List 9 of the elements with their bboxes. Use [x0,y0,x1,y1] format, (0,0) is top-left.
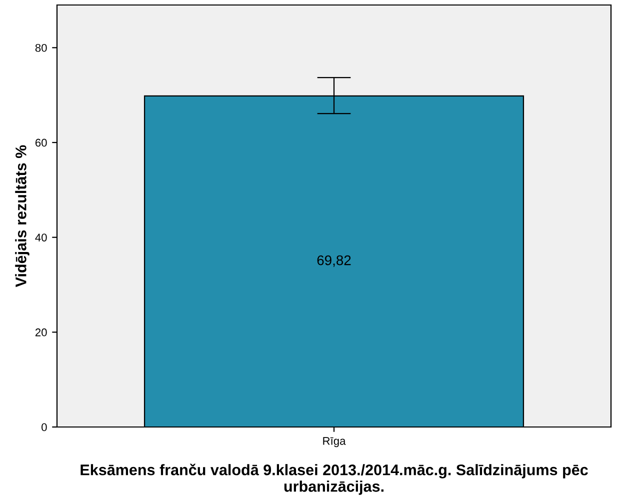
y-tick-label: 60 [35,138,47,147]
x-axis-title: Eksāmens franču valodā 9.klasei 2013./2014.māc.g. Salīdzinājums pēc urbanizācijas. [80,464,588,495]
data-label: 69,82 [317,255,351,267]
y-tick-label: 0 [42,423,47,432]
y-tick-label: 40 [35,234,47,242]
y-axis-title: Vidējais rezultāts % [15,145,30,288]
y-tick-label: 80 [35,44,47,52]
x-tick-label: Rīga [323,437,346,448]
y-tick-label: 20 [35,328,47,336]
